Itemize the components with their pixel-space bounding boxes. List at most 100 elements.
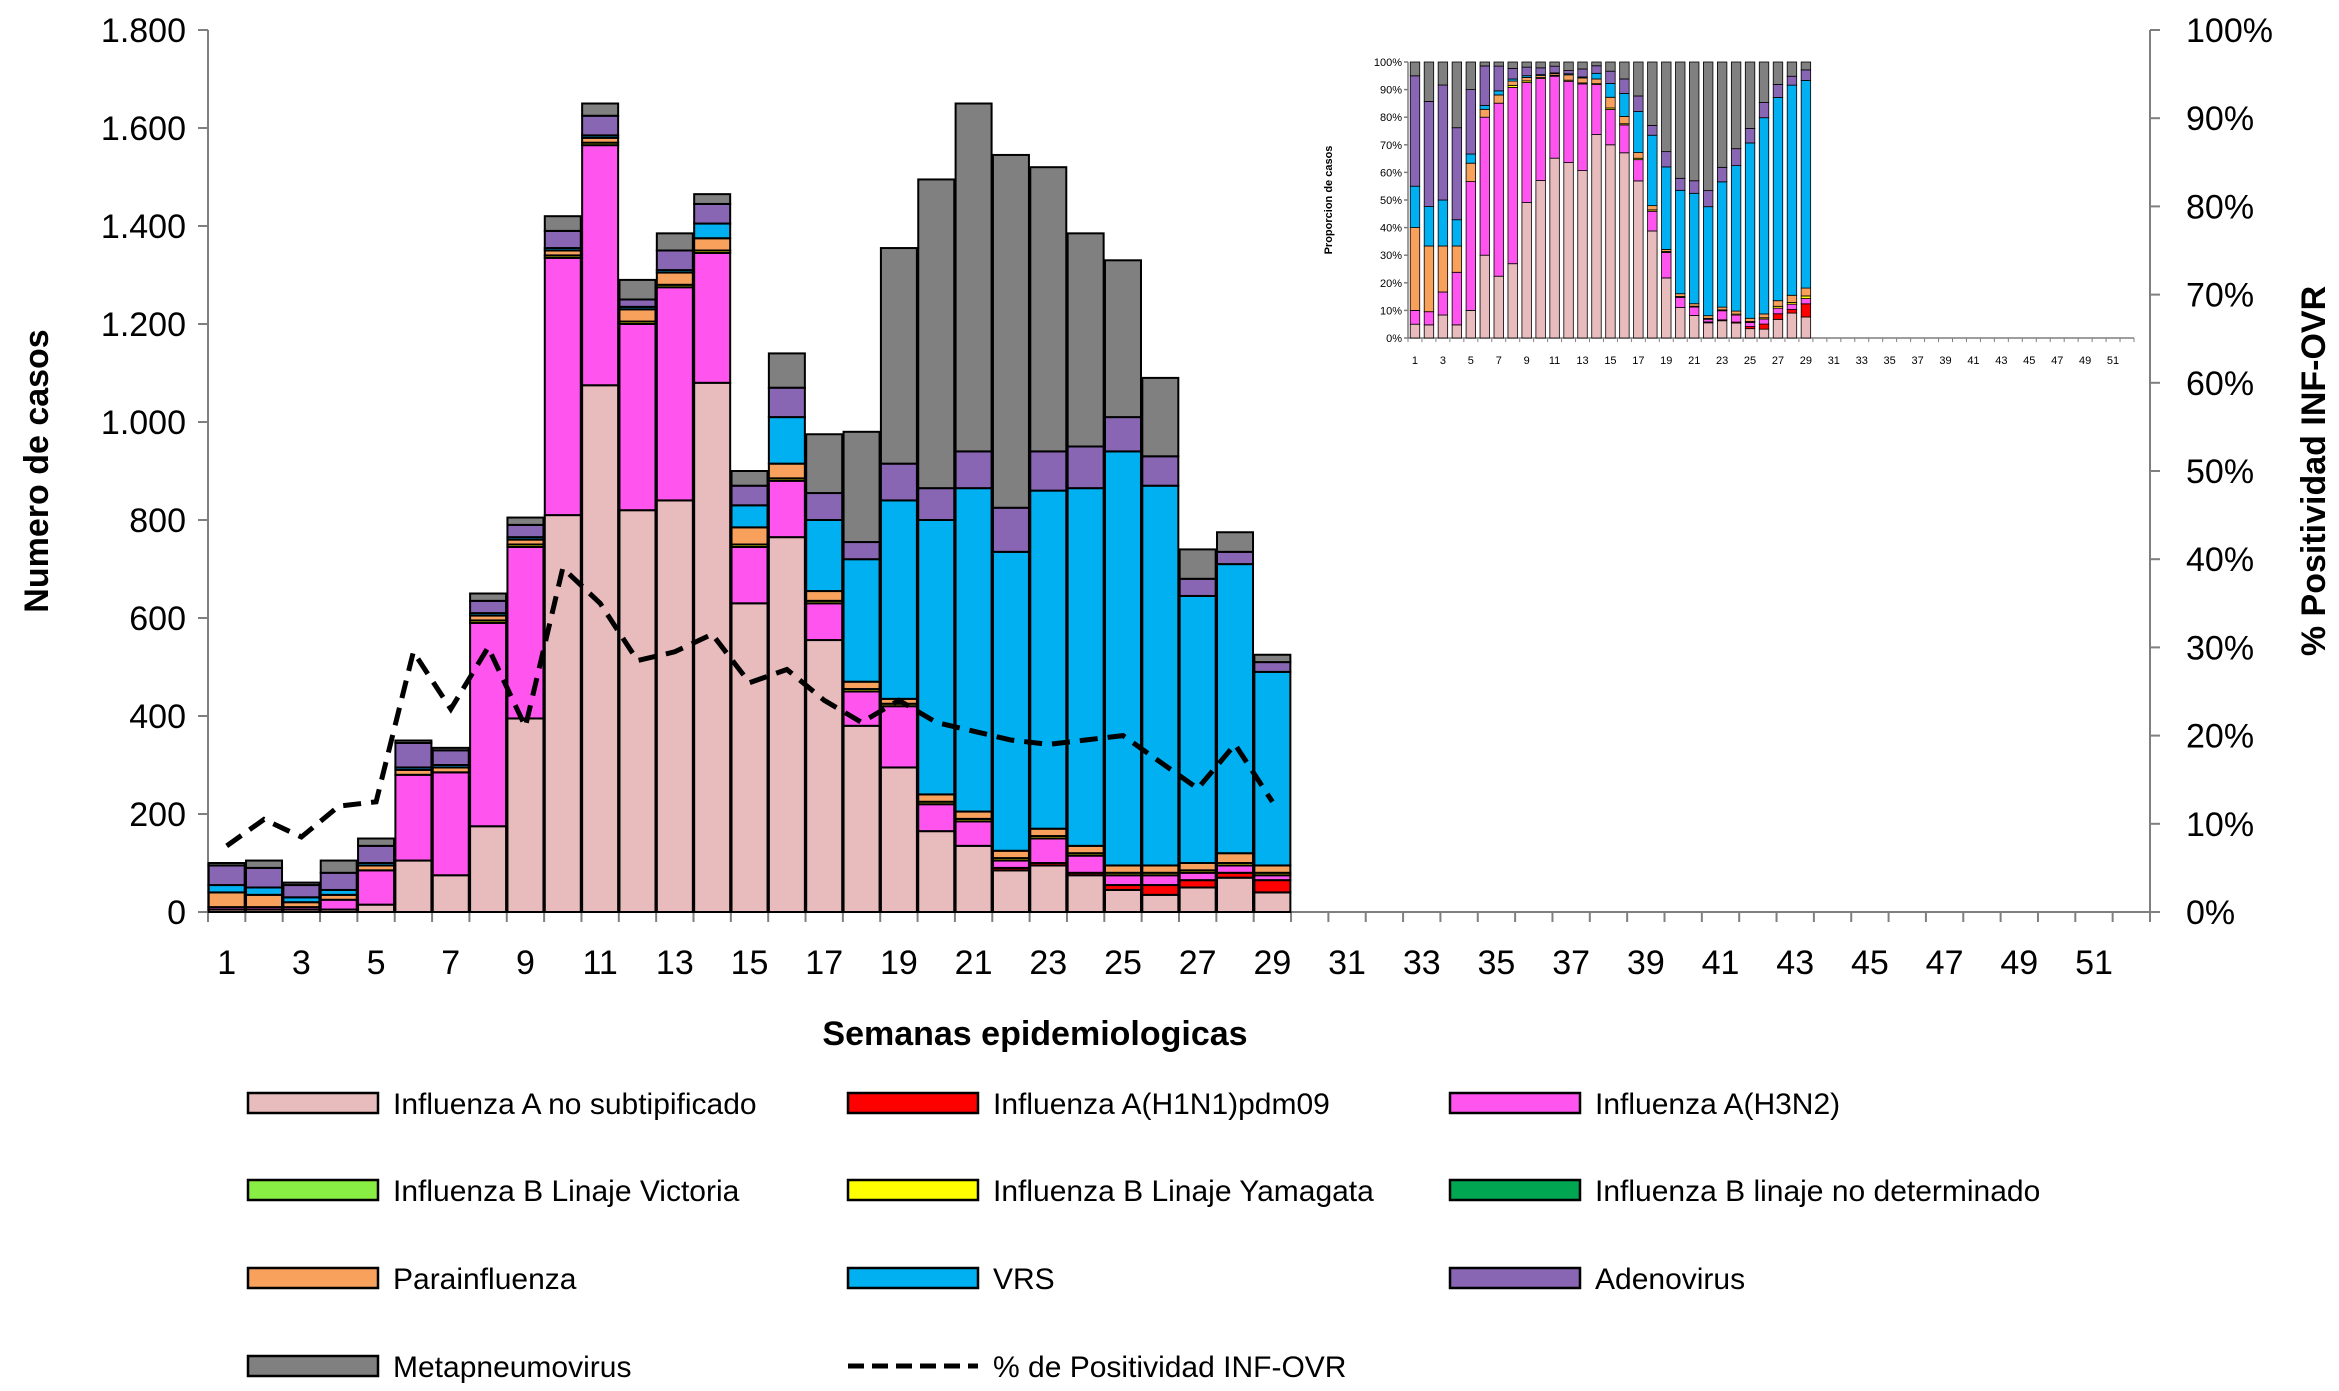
bar-segment <box>655 232 694 252</box>
legend-swatch <box>846 1178 980 1202</box>
inset-bar-segment <box>1451 61 1463 129</box>
inset-bar-segment <box>1786 294 1798 303</box>
inset-bar-segment <box>1591 78 1602 85</box>
inset-bar-segment <box>1605 83 1616 98</box>
inset-bar-segment <box>1758 323 1770 330</box>
bar-segment <box>693 222 732 240</box>
inset-bar-segment <box>1577 170 1588 339</box>
bar-segment <box>1029 489 1068 830</box>
inset-bar-segment <box>1409 75 1421 187</box>
inset-bar-segment <box>1409 185 1421 228</box>
bar-segment <box>581 102 620 117</box>
bar-segment <box>842 724 881 913</box>
x-tick-label: 27 <box>1179 944 1217 982</box>
y2-tick-label: 100% <box>2186 12 2273 50</box>
inset-bar-segment <box>1647 124 1658 136</box>
inset-bar-segment <box>1409 227 1421 311</box>
bar-segment <box>469 825 508 913</box>
bar-segment <box>767 462 806 480</box>
bar-segment <box>618 323 657 512</box>
bar-segment <box>655 249 694 272</box>
inset-bar-segment <box>1758 328 1770 339</box>
legend-label: Influenza B Linaje Victoria <box>393 1175 740 1208</box>
inset-bar-segment <box>1716 61 1728 168</box>
bar-segment <box>469 621 508 828</box>
inset-bar-segment <box>1744 322 1756 327</box>
inset-bar-segment <box>1535 61 1546 69</box>
bar-segment <box>1253 670 1292 867</box>
bar-segment <box>1103 864 1142 874</box>
inset-bar-segment <box>1605 109 1616 146</box>
x-tick-label: 1 <box>217 944 236 982</box>
x-tick-label: 11 <box>582 944 617 982</box>
bar-segment <box>394 741 433 769</box>
inset-bar-segment <box>1772 61 1784 85</box>
inset-bar-segment <box>1800 298 1812 305</box>
inset-bar-segment <box>1730 148 1742 167</box>
y-tick-label: 1.400 <box>101 208 186 246</box>
inset-bar-segment <box>1619 61 1630 80</box>
inset-bar-segment <box>1437 291 1449 316</box>
inset-bar-segment <box>1437 245 1449 293</box>
bar-segment <box>805 433 844 495</box>
bar-segment <box>1216 531 1255 553</box>
inset-bar-segment <box>1451 219 1463 247</box>
bar-segment <box>917 178 956 490</box>
inset-bar-segment <box>1465 181 1476 311</box>
inset-y-tick-label: 70% <box>1380 140 1402 152</box>
inset-bar-segment <box>1521 202 1532 339</box>
bar-segment <box>730 602 769 913</box>
bar-segment <box>1216 852 1255 865</box>
bar-segment <box>730 526 769 546</box>
inset-bar-segment <box>1619 124 1630 154</box>
y2-tick-label: 70% <box>2186 277 2254 315</box>
inset-bar-segment <box>1633 95 1644 112</box>
legend-swatch <box>846 1091 980 1115</box>
inset-bar-segment <box>1521 61 1532 68</box>
x-tick-label: 9 <box>516 944 535 982</box>
bar-segment <box>917 519 956 796</box>
inset-bar-segment <box>1507 87 1518 265</box>
inset-y-tick-label: 60% <box>1380 167 1402 179</box>
inset-y-axis-title: Proporcion de casos <box>1323 146 1335 255</box>
bar-segment <box>1141 874 1180 887</box>
bar-segment <box>954 844 993 913</box>
y2-tick-label: 50% <box>2186 453 2254 491</box>
bar-segment <box>1253 661 1292 673</box>
inset-bar-segment <box>1730 310 1742 315</box>
inset-bar-segment <box>1451 127 1463 221</box>
inset-x-tick-label: 15 <box>1604 355 1616 367</box>
legend-swatch <box>846 1266 980 1290</box>
bar-segment <box>207 884 246 894</box>
x-tick-label: 45 <box>1851 944 1889 982</box>
x-tick-label: 13 <box>656 944 694 982</box>
inset-bar-segment <box>1591 61 1602 67</box>
legend-label: Influenza B linaje no determinado <box>1595 1175 2040 1208</box>
bar-segment <box>991 869 1030 913</box>
bar-segment <box>954 820 993 847</box>
bar-segment <box>1141 864 1180 874</box>
inset-bar-segment <box>1493 90 1504 96</box>
inset-y-tick-label: 50% <box>1380 195 1402 207</box>
x-tick-label: 17 <box>805 944 843 982</box>
inset-bar-segment <box>1451 271 1463 326</box>
x-tick-label: 7 <box>441 944 460 982</box>
bar-segment <box>431 746 470 752</box>
bar-segment <box>917 793 956 803</box>
inset-bar-segment <box>1633 111 1644 153</box>
bar-segment <box>991 859 1030 869</box>
bar-segment <box>1253 653 1292 664</box>
inset-x-tick-label: 7 <box>1496 355 1502 367</box>
bar-segment <box>767 536 806 914</box>
inset-x-tick-label: 33 <box>1856 355 1868 367</box>
x-tick-label: 31 <box>1328 944 1366 982</box>
bar-segment <box>767 416 806 465</box>
inset-x-tick-label: 45 <box>2023 355 2035 367</box>
bar-segment <box>805 519 844 593</box>
inset-bar-segment <box>1577 68 1588 78</box>
bar-segment <box>207 891 246 909</box>
bar-segment <box>319 859 358 874</box>
legend-swatch <box>1448 1266 1582 1290</box>
inset-bar-segment <box>1800 80 1812 289</box>
y-tick-label: 0 <box>167 894 186 932</box>
